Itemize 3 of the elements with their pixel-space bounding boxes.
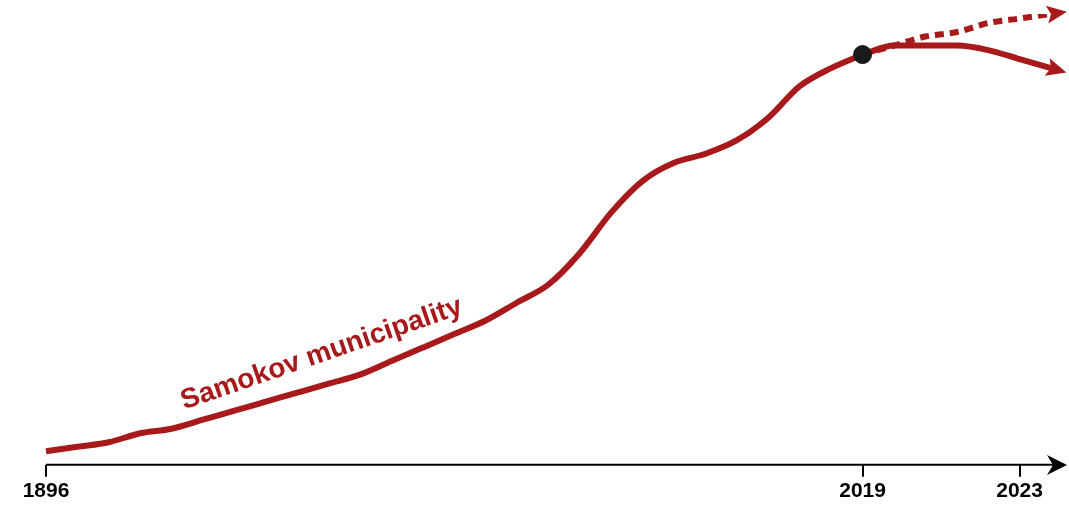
x-tick-label: 1896 bbox=[22, 478, 70, 502]
x-tick-label: 2023 bbox=[996, 478, 1043, 502]
x-tick-label: 2019 bbox=[839, 478, 886, 502]
